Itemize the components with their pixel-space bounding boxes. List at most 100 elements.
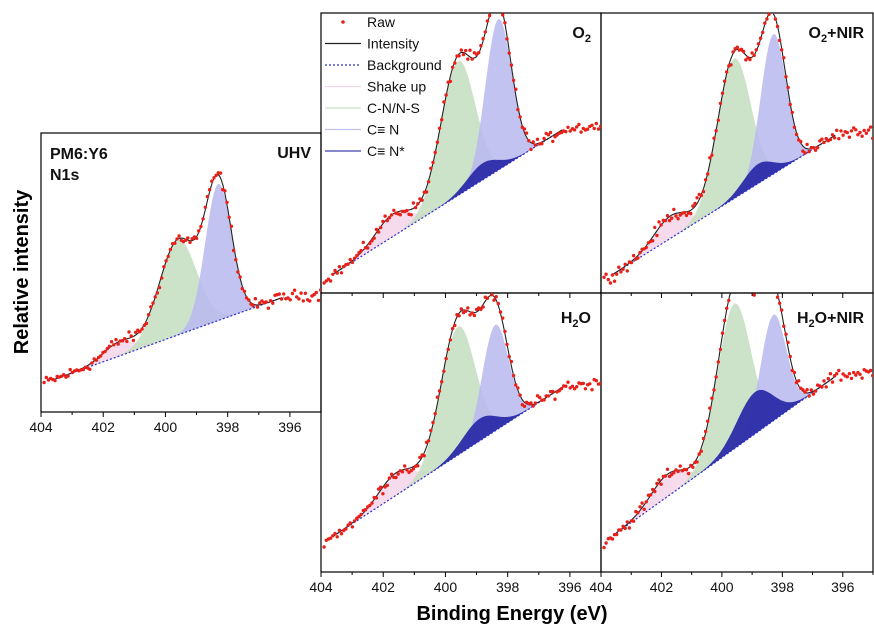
component-c-n-o2 bbox=[333, 18, 563, 275]
raw-point bbox=[524, 131, 529, 135]
raw-point bbox=[734, 279, 737, 282]
raw-point bbox=[862, 128, 866, 133]
raw-point bbox=[714, 129, 718, 133]
raw-point bbox=[299, 291, 303, 295]
raw-point bbox=[765, 17, 769, 21]
raw-point bbox=[105, 346, 110, 351]
raw-point bbox=[405, 208, 409, 213]
raw-point bbox=[610, 273, 615, 277]
raw-point bbox=[144, 321, 149, 326]
raw-point bbox=[295, 295, 299, 299]
raw-point bbox=[792, 370, 797, 375]
raw-point bbox=[142, 323, 146, 328]
raw-point bbox=[592, 126, 596, 131]
raw-point bbox=[588, 382, 592, 386]
raw-point bbox=[631, 519, 636, 523]
raw-point bbox=[335, 535, 339, 539]
raw-point bbox=[631, 253, 636, 258]
raw-point bbox=[712, 388, 716, 392]
raw-point bbox=[464, 48, 468, 53]
raw-point bbox=[794, 132, 799, 137]
raw-point bbox=[352, 256, 357, 260]
raw-point bbox=[655, 481, 659, 486]
raw-point bbox=[481, 305, 485, 309]
raw-point bbox=[676, 469, 680, 474]
x-tick-label-h2o-nir: 404 bbox=[589, 579, 613, 595]
raw-point bbox=[830, 380, 835, 384]
raw-point bbox=[594, 379, 598, 383]
raw-point bbox=[282, 292, 286, 296]
raw-point bbox=[847, 135, 852, 139]
raw-point bbox=[775, 295, 780, 299]
raw-point bbox=[184, 238, 188, 242]
raw-point bbox=[790, 110, 794, 115]
raw-point bbox=[479, 307, 483, 312]
raw-point bbox=[355, 253, 359, 258]
raw-point bbox=[212, 176, 216, 180]
raw-point bbox=[740, 271, 743, 274]
raw-point bbox=[674, 214, 678, 218]
raw-point bbox=[585, 127, 590, 131]
raw-point bbox=[551, 389, 555, 394]
raw-point bbox=[540, 141, 544, 146]
raw-point bbox=[553, 397, 557, 401]
component-shake-up-o2 bbox=[333, 129, 563, 274]
raw-point bbox=[684, 213, 689, 218]
raw-point bbox=[431, 420, 435, 425]
raw-point bbox=[729, 63, 733, 67]
raw-point bbox=[511, 373, 516, 378]
legend-item: C≡ N* bbox=[325, 143, 405, 159]
raw-point bbox=[604, 272, 608, 276]
component-c-n-uhv bbox=[53, 183, 283, 380]
raw-point bbox=[581, 381, 585, 386]
raw-point bbox=[866, 128, 871, 132]
panel-o2 bbox=[320, 13, 602, 298]
raw-point bbox=[140, 327, 144, 331]
raw-point bbox=[835, 372, 839, 376]
raw-point bbox=[348, 521, 352, 525]
raw-point bbox=[722, 79, 727, 83]
raw-point bbox=[801, 388, 805, 392]
raw-point bbox=[426, 439, 431, 443]
raw-point bbox=[854, 373, 858, 377]
raw-point bbox=[485, 296, 490, 300]
raw-point bbox=[328, 536, 333, 540]
raw-point bbox=[194, 236, 199, 241]
raw-point bbox=[756, 42, 761, 46]
raw-point bbox=[792, 125, 797, 129]
background-line-o2 bbox=[333, 128, 564, 275]
raw-point bbox=[264, 300, 268, 304]
raw-point bbox=[322, 545, 326, 549]
raw-point bbox=[94, 358, 99, 362]
raw-point bbox=[837, 137, 841, 141]
raw-point bbox=[381, 492, 385, 496]
raw-point bbox=[507, 354, 511, 359]
raw-point bbox=[331, 272, 335, 276]
raw-point bbox=[774, 284, 777, 287]
raw-point bbox=[761, 279, 764, 282]
raw-point bbox=[253, 297, 258, 301]
raw-point bbox=[738, 275, 741, 278]
raw-point bbox=[722, 318, 727, 323]
raw-point bbox=[868, 125, 873, 129]
raw-point bbox=[394, 475, 398, 480]
raw-point bbox=[615, 272, 619, 276]
raw-point bbox=[114, 337, 118, 342]
raw-point bbox=[623, 262, 627, 266]
legend-item: Background bbox=[325, 57, 442, 73]
raw-point bbox=[761, 30, 765, 35]
raw-point bbox=[350, 525, 355, 529]
raw-point bbox=[335, 271, 339, 275]
raw-point bbox=[610, 537, 615, 541]
raw-point bbox=[531, 140, 535, 144]
raw-point bbox=[542, 136, 546, 141]
raw-point bbox=[784, 332, 788, 336]
raw-point bbox=[125, 339, 129, 344]
raw-point bbox=[566, 125, 570, 129]
raw-point bbox=[651, 487, 655, 492]
raw-point bbox=[450, 326, 455, 331]
raw-point bbox=[411, 201, 416, 205]
raw-point bbox=[703, 178, 708, 182]
raw-point bbox=[333, 531, 337, 536]
raw-point bbox=[788, 354, 792, 359]
